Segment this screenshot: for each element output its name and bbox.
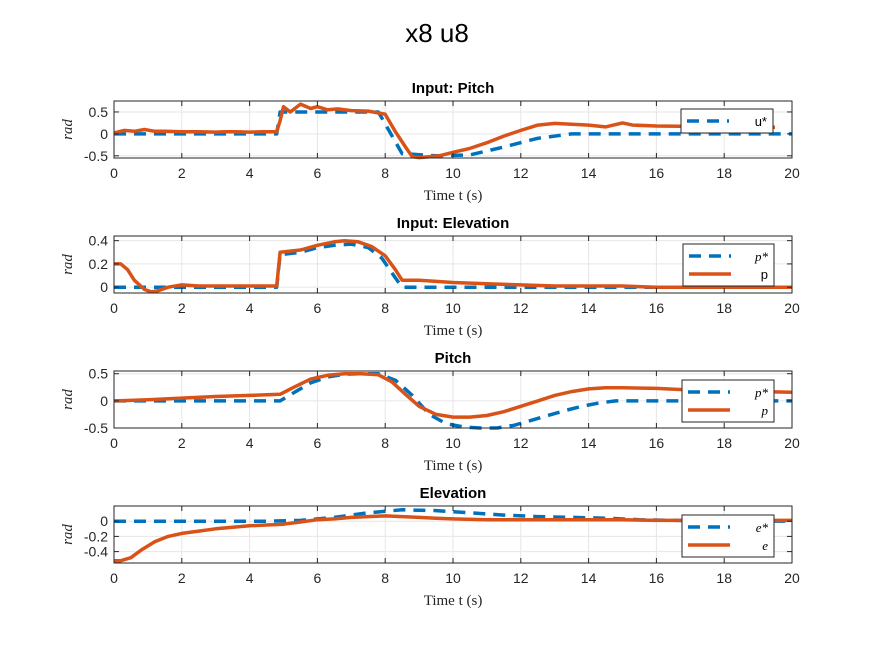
y-axis-label: rad [60,119,76,140]
x-tick-label: 4 [246,435,254,451]
x-axis-label: Time t (s) [424,188,483,204]
y-tick-label: -0.5 [84,148,108,164]
y-axis-label: rad [60,389,76,410]
x-tick-label: 18 [716,570,732,586]
x-tick-label: 6 [314,165,322,181]
x-tick-label: 8 [381,570,389,586]
x-tick-label: 12 [513,165,529,181]
x-tick-label: 16 [649,165,665,181]
legend: p* p [682,243,775,287]
x-tick-label: 8 [381,435,389,451]
legend: e* e [681,514,775,558]
y-tick-label: -0.4 [84,544,108,560]
legend: p* p [681,379,775,423]
x-tick-label: 14 [581,570,597,586]
x-tick-label: 8 [381,300,389,316]
x-tick-label: 18 [716,165,732,181]
x-tick-label: 6 [314,570,322,586]
x-tick-label: 6 [314,300,322,316]
x-tick-label: 14 [581,300,597,316]
x-tick-label: 20 [784,435,800,451]
x-tick-label: 12 [513,435,529,451]
x-tick-label: 2 [178,300,186,316]
y-tick-label: 0.2 [89,256,109,272]
x-tick-label: 6 [314,435,322,451]
x-tick-label: 8 [381,165,389,181]
subplot-title: Pitch [435,350,472,367]
x-tick-label: 10 [445,435,461,451]
y-tick-label: 0 [100,126,108,142]
x-tick-label: 20 [784,570,800,586]
legend-label: p [761,267,768,282]
x-tick-label: 20 [784,300,800,316]
x-tick-label: 18 [716,435,732,451]
y-axis-label: rad [60,524,76,545]
x-tick-label: 16 [649,435,665,451]
legend-label: e* [756,520,769,535]
y-tick-label: 0 [100,513,108,529]
y-tick-label: 0.5 [89,366,109,382]
y-tick-label: -0.2 [84,528,108,544]
subplot-title: Input: Pitch [412,80,495,97]
x-tick-label: 14 [581,165,597,181]
x-axis-label: Time t (s) [424,323,483,339]
y-tick-label: 0.4 [89,233,109,249]
legend-label: p* [754,385,769,400]
actual-series-line [113,102,775,160]
y-tick-label: -0.5 [84,420,108,436]
subplot-title: Elevation [420,485,487,502]
y-tick-label: 0 [100,393,108,409]
x-tick-label: 12 [513,300,529,316]
x-tick-label: 18 [716,300,732,316]
subplot: 0 2 4 6 8 10 12 14 16 18 20 0.4 0.2 0 Input: Elevation… [60,215,800,339]
x-tick-label: 4 [246,300,254,316]
x-tick-label: 2 [178,165,186,181]
x-tick-label: 4 [246,570,254,586]
x-axis-label: Time t (s) [424,593,483,609]
x-tick-label: 0 [110,300,118,316]
x-axis-label: Time t (s) [424,458,483,474]
x-tick-label: 4 [246,165,254,181]
subplot: 0 2 4 6 8 10 12 14 16 18 200-0.2-0.4ElevationTime … [60,485,800,609]
x-tick-label: 0 [110,570,118,586]
legend-label: u* [755,114,767,129]
y-tick-label: 0.5 [89,104,109,120]
figure-title: x8 u8 [405,18,469,48]
x-tick-label: 10 [445,165,461,181]
x-tick-label: 2 [178,570,186,586]
x-tick-label: 16 [649,300,665,316]
x-tick-label: 20 [784,165,800,181]
actual-series-line [113,371,793,419]
legend-box [682,243,775,287]
x-tick-label: 10 [445,570,461,586]
legend: u* [680,108,774,134]
x-tick-label: 2 [178,435,186,451]
legend-label: e [762,538,768,553]
actual-series-line [114,514,792,563]
subplot-title: Input: Elevation [397,215,510,232]
x-tick-label: 0 [110,165,118,181]
actual-series-line [114,238,792,294]
x-tick-label: 12 [513,570,529,586]
legend-box [681,514,775,558]
y-axis-label: rad [60,254,76,275]
legend-label: p* [754,249,769,264]
legend-box [681,379,775,423]
y-tick-label: 0 [100,279,108,295]
legend-label: p [761,403,769,418]
x-tick-label: 0 [110,435,118,451]
x-tick-label: 10 [445,300,461,316]
x-tick-label: 16 [649,570,665,586]
x-tick-label: 14 [581,435,597,451]
